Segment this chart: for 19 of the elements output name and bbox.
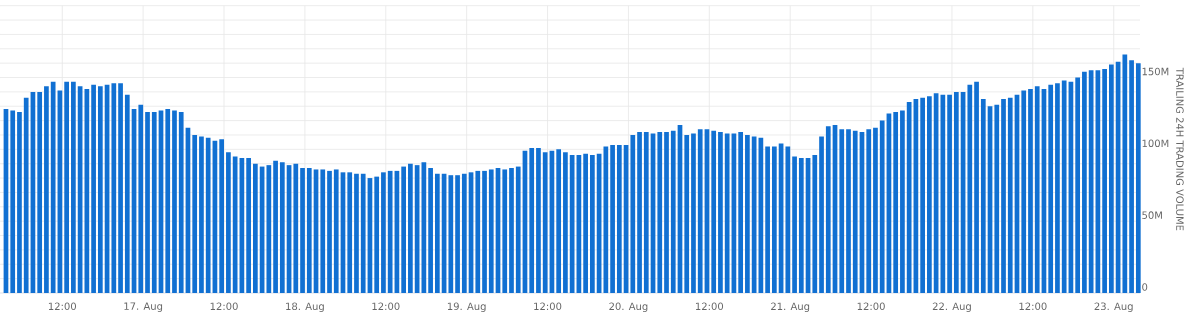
x-tick-label: 19. Aug [447,302,486,313]
y-tick-label: 100M [1142,139,1169,148]
y-axis-title: TRAILING 24H TRADING VOLUME [1176,67,1184,231]
y-tick-label: 0 [1142,283,1148,291]
x-tick-label: 12:00 [1019,302,1047,311]
x-tick-label: 12:00 [857,302,885,311]
x-tick-label: 23. Aug [1094,302,1133,313]
x-tick-label: 12:00 [696,302,724,311]
x-tick-label: 12:00 [48,302,76,311]
y-tick-label: 150M [1142,67,1169,76]
x-tick-label: 22. Aug [932,302,971,313]
y-tick-label: 50M [1142,211,1162,219]
x-tick-label: 12:00 [372,302,400,311]
x-tick-label: 20. Aug [609,302,648,313]
x-tick-label: 12:00 [210,302,238,311]
x-tick-label: 12:00 [534,302,562,311]
x-tick-label: 18. Aug [286,302,324,313]
x-tick-label: 21. Aug [771,302,810,313]
x-tick-label: 17. Aug [124,302,163,312]
